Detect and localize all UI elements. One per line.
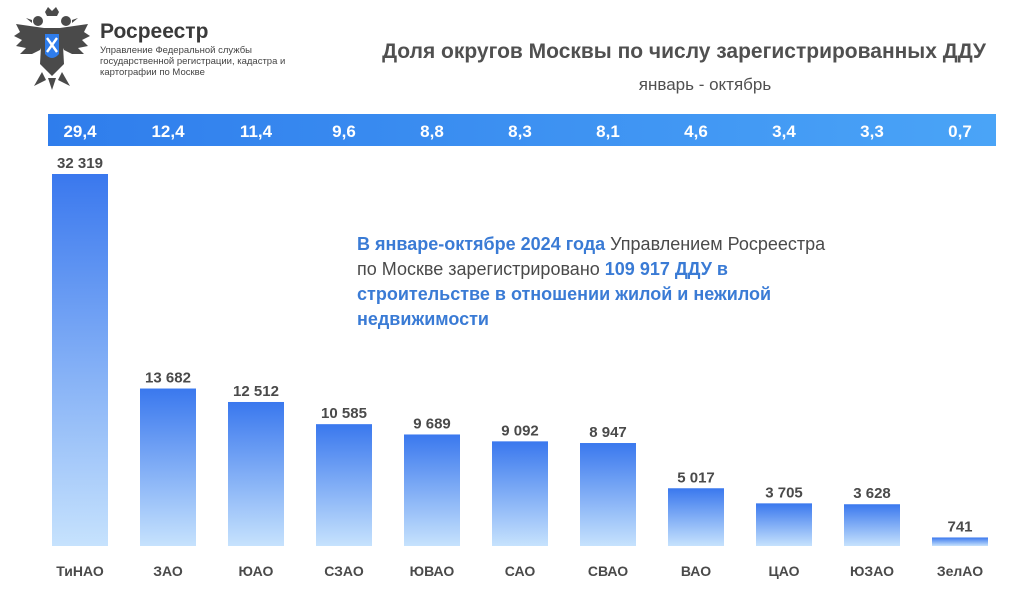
share-percent-label: 29,4 [63,122,97,141]
bar [140,388,196,546]
chart-subtitle: январь - октябрь [638,75,772,94]
category-label: СВАО [588,563,628,579]
share-percent-label: 3,3 [860,122,884,141]
bar-value-label: 13 682 [145,370,191,387]
bar [580,443,636,546]
share-percent-label: 8,8 [420,122,444,141]
share-percent-label: 8,3 [508,122,532,141]
callout-period: В январе-октябре 2024 года [357,234,606,254]
category-label: ЮАО [239,563,274,579]
bar [932,537,988,546]
bar [492,441,548,546]
bar-value-label: 12 512 [233,383,279,400]
share-percent-label: 11,4 [240,122,273,141]
bar-value-label: 10 585 [321,405,367,422]
share-percent-label: 0,7 [948,122,972,141]
rosreestr-emblem-icon [14,7,90,90]
bar [756,503,812,546]
category-label: ЗАО [153,563,183,579]
bar [52,174,108,546]
bar-value-label: 741 [947,518,972,535]
category-label: ЗелАО [937,563,983,579]
category-label: ВАО [681,563,711,579]
category-label: ЮВАО [410,563,455,579]
bar-value-label: 9 092 [501,422,539,439]
category-label: ЮЗАО [850,563,894,579]
share-percent-label: 4,6 [684,122,708,141]
bar-value-label: 8 947 [589,424,627,441]
category-label: ТиНАО [56,563,104,579]
bar-value-label: 32 319 [57,155,103,172]
share-percent-label: 3,4 [772,122,796,141]
share-percent-label: 8,1 [596,122,620,141]
callout-total: 109 917 ДДУ в строительстве в отношении … [357,259,772,329]
share-percent-label: 9,6 [332,122,356,141]
bar-value-label: 9 689 [413,415,451,432]
bar-value-label: 5 017 [677,469,715,486]
chart-title: Доля округов Москвы по числу зарегистрир… [382,40,986,63]
bar [228,401,284,546]
bar-value-label: 3 705 [765,484,803,501]
share-strip [48,114,996,146]
bar [316,424,372,546]
category-label: ЦАО [768,563,799,579]
share-percent-label: 12,4 [151,122,185,141]
summary-callout: В январе-октябре 2024 года Управлением Р… [357,232,827,332]
category-label: СЗАО [324,563,364,579]
org-subtitle: Управление Федеральной службы государств… [100,45,286,78]
category-label: САО [505,563,536,579]
bar-value-label: 3 628 [853,485,891,502]
org-name: Росреестр [100,20,209,43]
callout-body: Управлением Росреестра по Москве зарегис… [357,234,826,279]
bar [404,434,460,546]
bar [668,488,724,546]
bar [844,504,900,546]
